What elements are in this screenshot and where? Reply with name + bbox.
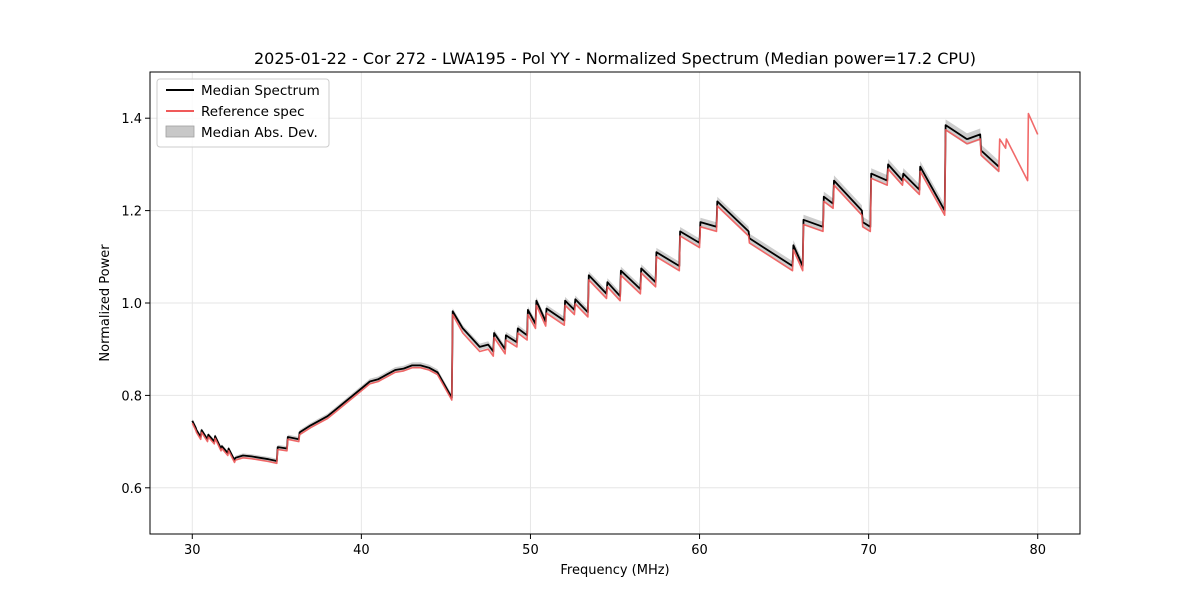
- series-layer: [191, 112, 1039, 465]
- legend-frame: [156, 78, 330, 148]
- y-tick-label: 0.8: [121, 389, 142, 404]
- x-tick-label: 70: [860, 543, 877, 558]
- x-tick-label: 30: [184, 543, 201, 558]
- legend-label-reference: Reference spec: [201, 104, 305, 120]
- x-tick-label: 60: [691, 543, 708, 558]
- legend: Median Spectrum Reference spec Median Ab…: [156, 78, 330, 148]
- y-axis-label: Normalized Power: [98, 244, 113, 362]
- x-axis: 30 40 50 60 70 80: [184, 534, 1046, 558]
- legend-label-median: Median Spectrum: [201, 83, 320, 99]
- y-tick-label: 1.4: [121, 112, 142, 127]
- grid-lines: [150, 72, 1080, 534]
- y-tick-label: 1.2: [121, 205, 142, 220]
- x-tick-label: 40: [353, 543, 370, 558]
- x-tick-label: 80: [1029, 543, 1046, 558]
- reference-spectrum-line: [191, 112, 1039, 465]
- legend-swatch-mad: [165, 125, 195, 138]
- x-axis-label: Frequency (MHz): [560, 563, 669, 578]
- x-tick-label: 50: [522, 543, 539, 558]
- chart-title: 2025-01-22 - Cor 272 - LWA195 - Pol YY -…: [254, 49, 976, 68]
- y-axis: 0.6 0.8 1.0 1.2 1.4: [121, 112, 150, 497]
- legend-label-mad: Median Abs. Dev.: [201, 125, 318, 141]
- y-tick-label: 1.0: [121, 297, 142, 312]
- y-tick-label: 0.6: [121, 482, 142, 497]
